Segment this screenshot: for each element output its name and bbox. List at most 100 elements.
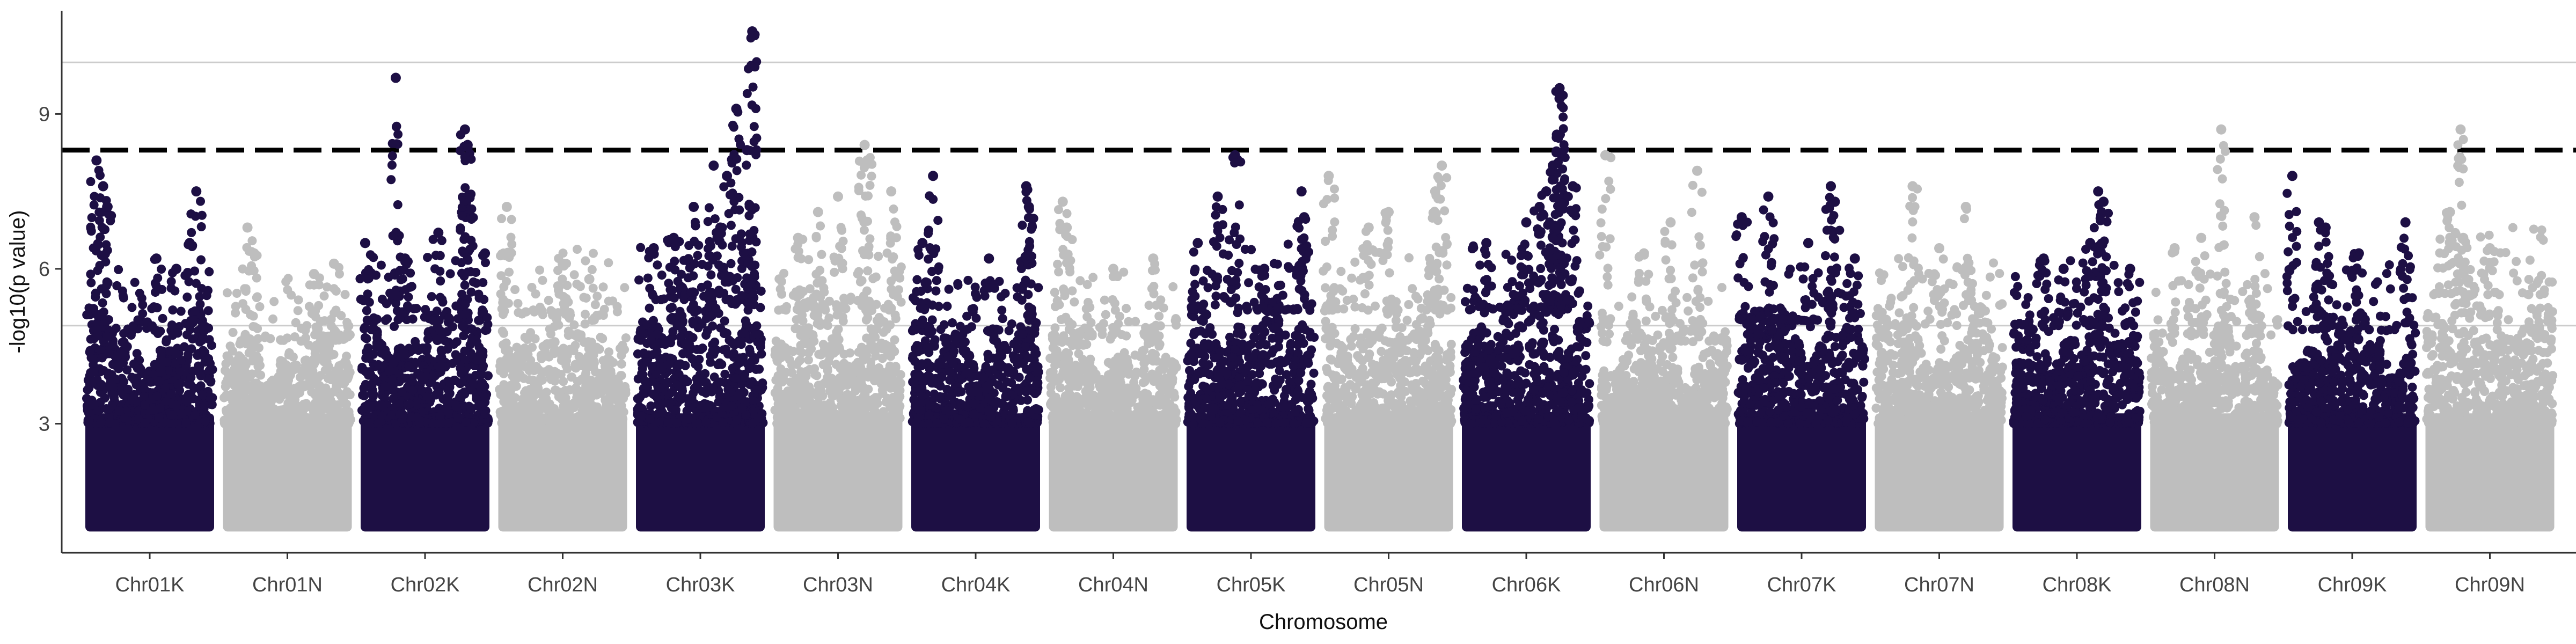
data-point <box>916 371 925 381</box>
data-point <box>466 404 476 414</box>
data-point <box>233 392 243 402</box>
data-point <box>865 180 875 190</box>
data-point <box>709 372 719 382</box>
data-point <box>273 408 283 418</box>
data-point <box>812 371 822 380</box>
data-point <box>237 416 246 426</box>
data-point <box>924 254 933 264</box>
data-point <box>506 232 516 242</box>
data-point <box>122 342 132 352</box>
data-point <box>797 310 807 320</box>
data-point <box>707 387 716 397</box>
data-point <box>727 241 737 251</box>
data-point <box>83 385 92 394</box>
data-point <box>377 402 386 412</box>
data-point <box>185 320 194 330</box>
data-point <box>953 387 963 397</box>
data-point <box>479 295 489 304</box>
data-point <box>96 379 106 389</box>
data-point <box>114 406 124 416</box>
data-point <box>736 242 746 252</box>
data-point <box>328 419 338 428</box>
data-point <box>747 247 757 257</box>
data-point <box>857 214 867 223</box>
data-point <box>984 405 993 415</box>
data-point <box>389 358 398 368</box>
data-point <box>326 405 335 415</box>
data-point <box>684 414 693 424</box>
peak-point <box>813 207 823 217</box>
data-point <box>135 288 144 298</box>
data-point <box>808 390 817 399</box>
data-point <box>716 262 726 272</box>
data-point <box>836 401 846 411</box>
data-point <box>1013 344 1022 354</box>
data-point <box>324 362 333 371</box>
data-point <box>753 414 763 423</box>
data-point <box>428 235 438 244</box>
data-point <box>665 285 675 295</box>
data-point <box>748 356 757 366</box>
data-point <box>664 360 674 369</box>
data-point <box>733 107 743 117</box>
data-point <box>864 242 874 252</box>
data-point <box>814 349 824 359</box>
data-point <box>934 302 943 311</box>
data-point <box>421 305 430 314</box>
data-point <box>571 383 581 393</box>
data-point <box>228 328 238 338</box>
data-point <box>663 377 672 387</box>
data-point <box>268 314 278 324</box>
data-point <box>453 413 463 423</box>
data-point <box>691 221 700 231</box>
data-point <box>969 363 979 373</box>
peak-point <box>102 202 113 213</box>
data-point <box>744 211 754 221</box>
data-point <box>811 231 821 241</box>
data-point <box>542 340 552 350</box>
data-point <box>895 385 905 395</box>
data-point <box>967 322 976 332</box>
data-point <box>86 226 96 236</box>
data-point <box>298 366 308 376</box>
data-point <box>979 419 989 428</box>
data-point <box>96 232 105 242</box>
data-point <box>865 296 874 306</box>
data-point <box>138 300 148 310</box>
data-point <box>1030 328 1040 338</box>
data-point <box>884 305 894 314</box>
data-point <box>131 380 141 390</box>
data-point <box>731 373 741 383</box>
data-point <box>416 372 426 382</box>
data-point <box>237 376 247 386</box>
data-point <box>427 292 436 302</box>
data-point <box>704 203 714 213</box>
data-point <box>195 292 204 302</box>
data-point <box>984 354 993 364</box>
data-point <box>616 371 626 380</box>
data-point <box>945 375 955 385</box>
data-point <box>592 291 602 301</box>
data-point <box>743 259 753 268</box>
data-point <box>705 288 714 297</box>
data-point <box>437 236 447 245</box>
data-point <box>253 324 262 333</box>
data-point <box>436 346 446 355</box>
data-point <box>498 298 508 308</box>
data-point <box>254 343 264 353</box>
data-point <box>365 250 375 260</box>
data-point <box>828 403 838 413</box>
data-point <box>248 389 258 399</box>
data-point <box>970 289 980 298</box>
data-point <box>671 405 680 415</box>
data-point <box>693 362 703 371</box>
data-point <box>463 143 473 153</box>
data-point <box>478 251 487 260</box>
data-point <box>460 232 470 241</box>
data-point <box>665 262 675 272</box>
data-point <box>89 200 99 210</box>
data-point <box>364 418 374 428</box>
data-point <box>395 409 405 419</box>
data-point <box>920 279 930 288</box>
data-point <box>804 255 814 265</box>
